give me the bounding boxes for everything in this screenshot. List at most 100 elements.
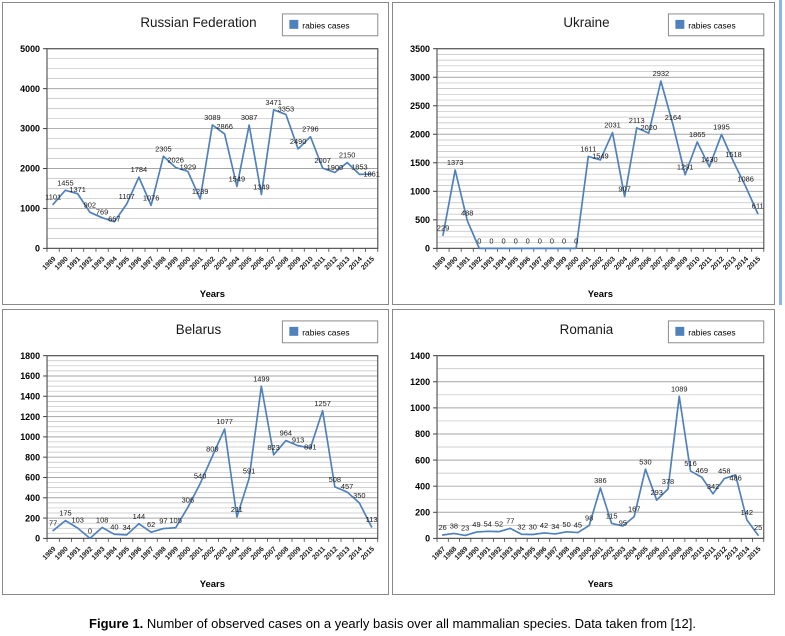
data-label: 342 bbox=[707, 482, 719, 491]
x-axis-tick-label: 2015 bbox=[746, 256, 762, 272]
x-axis-title: Years bbox=[588, 578, 613, 589]
data-label: 0 bbox=[550, 236, 554, 245]
chart-belarus: Belarus rabies cases020040060080010001200… bbox=[20, 320, 379, 589]
data-label: 2150 bbox=[339, 151, 356, 160]
chart-title: Belarus bbox=[176, 322, 222, 337]
plot-border bbox=[46, 355, 379, 539]
data-label: 1371 bbox=[69, 185, 86, 194]
data-label: 3089 bbox=[204, 113, 221, 122]
data-label: 42 bbox=[540, 521, 548, 530]
y-axis-label: 1400 bbox=[20, 391, 40, 401]
data-label: 1929 bbox=[180, 162, 197, 171]
data-label: 1499 bbox=[253, 374, 270, 383]
y-axis-label: 1000 bbox=[410, 186, 430, 196]
y-axis-label: 1500 bbox=[410, 158, 430, 168]
legend-box: rabies cases bbox=[667, 13, 765, 37]
data-label: 306 bbox=[182, 495, 194, 504]
data-label: 1900 bbox=[327, 163, 344, 172]
data-label: 486 bbox=[729, 474, 741, 483]
y-axis-label: 1000 bbox=[410, 403, 430, 413]
data-label: 2026 bbox=[167, 155, 184, 164]
data-label: 0 bbox=[489, 236, 493, 245]
data-label: 488 bbox=[461, 209, 473, 218]
data-label: 1089 bbox=[671, 384, 688, 393]
data-series-line bbox=[52, 108, 373, 223]
x-axis-tick-label: 2015 bbox=[747, 546, 763, 562]
data-label: 1291 bbox=[677, 163, 694, 172]
y-axis-label: 200 bbox=[25, 513, 40, 523]
y-axis-label: 500 bbox=[415, 215, 430, 225]
data-label: 0 bbox=[574, 236, 578, 245]
data-label: 1549 bbox=[229, 175, 246, 184]
plot-border bbox=[436, 355, 765, 539]
y-axis-label: 0 bbox=[35, 534, 40, 544]
data-label: 105 bbox=[169, 516, 181, 525]
data-label: 1373 bbox=[447, 158, 464, 167]
data-label: 3471 bbox=[265, 98, 282, 107]
chart-panel-ukraine: Ukraine rabies cases 0 500 1000 1500 2000 2500 3… bbox=[392, 2, 775, 305]
y-axis-label: 600 bbox=[25, 473, 40, 483]
data-label: 530 bbox=[639, 457, 651, 466]
data-label: 49 bbox=[472, 520, 480, 529]
x-axis-tick-label: 2010 bbox=[686, 256, 702, 272]
data-label: 667 bbox=[108, 214, 120, 223]
legend-label: rabies cases bbox=[302, 20, 349, 30]
chart-romania: Romania rabies cases 0 200 400 600 800 1000 1200… bbox=[410, 320, 765, 589]
data-label: 45 bbox=[574, 521, 582, 530]
plot-border bbox=[46, 48, 379, 249]
data-label: 144 bbox=[133, 512, 145, 521]
legend-color-swatch bbox=[675, 19, 685, 29]
data-label: 0 bbox=[477, 236, 481, 245]
data-label: 2007 bbox=[314, 156, 331, 165]
chart-title: Russian Federation bbox=[140, 15, 256, 30]
legend-color-swatch bbox=[289, 326, 299, 336]
data-label: 77 bbox=[506, 516, 514, 525]
y-axis-label: 2500 bbox=[410, 101, 430, 111]
data-label: 458 bbox=[718, 467, 730, 476]
data-label: 32 bbox=[517, 522, 525, 531]
data-label: 1853 bbox=[351, 162, 368, 171]
data-label: 1239 bbox=[192, 187, 209, 196]
legend-color-swatch bbox=[289, 19, 299, 29]
y-axis-label: 800 bbox=[25, 452, 40, 462]
data-label: 25 bbox=[754, 523, 762, 532]
data-label: 0 bbox=[88, 526, 92, 535]
y-axis-label: 5000 bbox=[20, 44, 40, 54]
data-label: 386 bbox=[594, 476, 606, 485]
y-axis-label: 400 bbox=[25, 493, 40, 503]
data-label: 3087 bbox=[241, 113, 258, 122]
data-label: 293 bbox=[650, 488, 662, 497]
legend-box: rabies cases bbox=[281, 320, 379, 344]
data-label: 23 bbox=[461, 523, 469, 532]
data-label: 0 bbox=[514, 236, 518, 245]
y-axis-label: 0 bbox=[35, 244, 40, 254]
data-label: 0 bbox=[562, 236, 566, 245]
data-label: 211 bbox=[231, 505, 243, 514]
data-label: 1076 bbox=[143, 193, 160, 202]
chart-russian-federation: Russian Federation rabies cases 0 1000 2000 3… bbox=[20, 13, 380, 299]
data-label: 1549 bbox=[592, 151, 609, 160]
x-axis-tick-label: 2015 bbox=[360, 546, 376, 562]
data-label: 1455 bbox=[57, 178, 74, 187]
data-label: 809 bbox=[206, 444, 218, 453]
caption-text: Number of observed cases on a yearly bas… bbox=[146, 616, 696, 631]
data-label: 907 bbox=[618, 185, 630, 194]
x-axis-tick-label: 2010 bbox=[299, 256, 315, 272]
data-label: 40 bbox=[110, 522, 118, 531]
data-label: 378 bbox=[662, 477, 674, 486]
legend-label: rabies cases bbox=[688, 327, 735, 337]
y-axis-label: 1800 bbox=[20, 351, 40, 361]
x-axis-tick-label: 2015 bbox=[360, 256, 376, 272]
data-label: 540 bbox=[194, 472, 206, 481]
data-label: 1611 bbox=[580, 144, 596, 153]
data-label: 1107 bbox=[119, 192, 135, 201]
y-axis-label: 1200 bbox=[410, 377, 430, 387]
data-label: 98 bbox=[585, 514, 593, 523]
data-label: 508 bbox=[329, 475, 341, 484]
data-label: 1086 bbox=[737, 174, 754, 183]
data-label: 26 bbox=[439, 523, 447, 532]
figure-caption: Figure 1. Number of observed cases on a … bbox=[0, 616, 785, 631]
data-label: 516 bbox=[684, 459, 696, 468]
data-label: 1077 bbox=[216, 417, 233, 426]
legend-color-swatch bbox=[675, 326, 685, 336]
